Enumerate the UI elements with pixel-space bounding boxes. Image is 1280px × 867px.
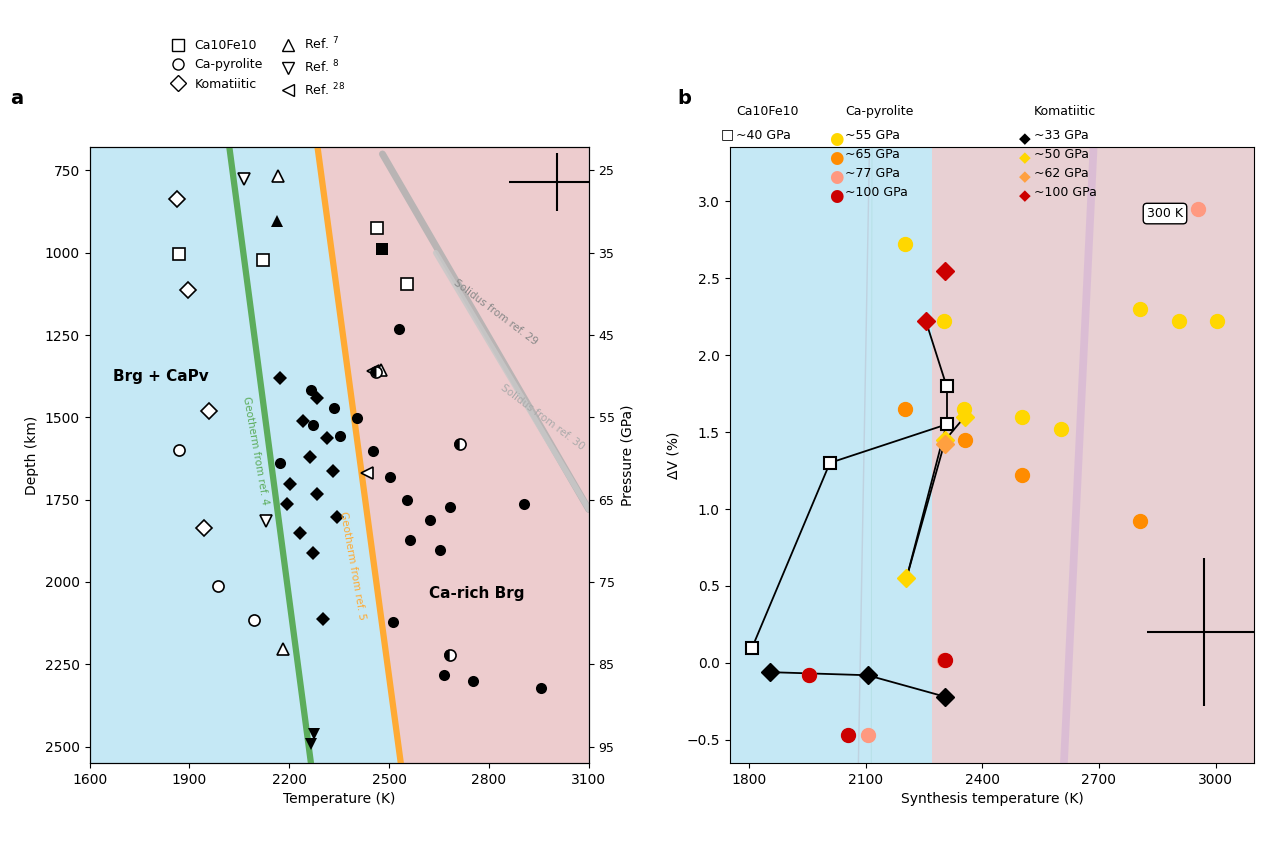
Text: ●: ● — [829, 149, 844, 166]
Text: ~50 GPa: ~50 GPa — [1034, 147, 1089, 160]
Text: b: b — [677, 89, 691, 108]
Wedge shape — [371, 367, 376, 377]
Text: ●: ● — [829, 168, 844, 186]
Text: ~33 GPa: ~33 GPa — [1034, 128, 1089, 141]
Text: ●: ● — [829, 187, 844, 205]
Ellipse shape — [741, 0, 979, 867]
Text: ◆: ◆ — [1019, 150, 1030, 166]
Text: □: □ — [721, 127, 733, 140]
Legend: Ca10Fe10, Ca-pyrolite, Komatiitic, Ref. $^{7}$, Ref. $^{8}$, Ref. $^{28}$: Ca10Fe10, Ca-pyrolite, Komatiitic, Ref. … — [161, 30, 351, 103]
Wedge shape — [444, 649, 449, 661]
Text: ●: ● — [829, 130, 844, 147]
Text: ~77 GPa: ~77 GPa — [845, 166, 900, 179]
Text: Solidus from ref. 29: Solidus from ref. 29 — [452, 277, 539, 347]
Y-axis label: Depth (km): Depth (km) — [26, 415, 40, 495]
Text: a: a — [10, 89, 23, 108]
Text: Geotherm from ref. 5: Geotherm from ref. 5 — [338, 511, 367, 621]
Text: Brg + CaPv: Brg + CaPv — [113, 369, 209, 384]
Polygon shape — [932, 147, 1254, 763]
Y-axis label: ΔV (%): ΔV (%) — [667, 432, 681, 479]
Wedge shape — [454, 439, 460, 450]
Ellipse shape — [886, 0, 1280, 867]
Text: ~100 GPa: ~100 GPa — [1034, 186, 1097, 199]
Y-axis label: Pressure (GPa): Pressure (GPa) — [620, 404, 634, 506]
Text: ~55 GPa: ~55 GPa — [845, 128, 900, 141]
Text: Ca-rich Brg: Ca-rich Brg — [429, 586, 525, 602]
Text: ◆: ◆ — [1019, 131, 1030, 147]
Ellipse shape — [817, 0, 927, 867]
X-axis label: Temperature (K): Temperature (K) — [283, 792, 396, 806]
Text: Ca-pyrolite: Ca-pyrolite — [845, 105, 913, 118]
Text: ~62 GPa: ~62 GPa — [1034, 166, 1089, 179]
Text: ◆: ◆ — [1019, 188, 1030, 204]
Text: Ca10Fe10: Ca10Fe10 — [736, 105, 799, 118]
Text: Komatiitic: Komatiitic — [1034, 105, 1097, 118]
Text: Geotherm from ref. 4: Geotherm from ref. 4 — [242, 395, 270, 505]
Text: 300 K: 300 K — [1147, 207, 1183, 220]
Text: ~65 GPa: ~65 GPa — [845, 147, 900, 160]
Text: ◆: ◆ — [1019, 169, 1030, 185]
X-axis label: Synthesis temperature (K): Synthesis temperature (K) — [901, 792, 1083, 806]
Polygon shape — [317, 147, 589, 763]
Text: ~100 GPa: ~100 GPa — [845, 186, 908, 199]
Text: ~40 GPa: ~40 GPa — [736, 128, 791, 141]
Text: Solidus from ref. 30: Solidus from ref. 30 — [498, 382, 586, 452]
